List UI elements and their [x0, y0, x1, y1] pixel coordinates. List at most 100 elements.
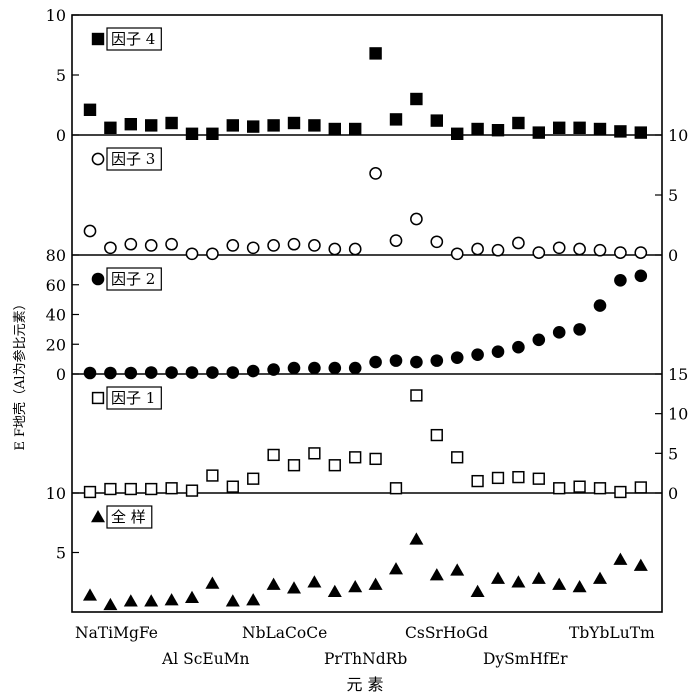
category-label-row: PrThNdRb — [324, 650, 407, 668]
data-point — [531, 571, 546, 584]
data-point — [124, 366, 138, 380]
data-point — [307, 575, 322, 588]
data-point — [247, 472, 260, 485]
data-point — [145, 119, 158, 132]
legend-label: 因子 3 — [111, 150, 155, 168]
y-tick-label: 80 — [46, 246, 66, 265]
data-point — [389, 562, 403, 575]
plot-frame — [71, 14, 663, 613]
data-point — [512, 470, 525, 484]
data-point — [553, 121, 566, 134]
data-point — [91, 391, 105, 405]
data-point — [593, 571, 607, 584]
data-point — [634, 269, 648, 283]
data-point — [389, 113, 403, 126]
data-point — [247, 120, 260, 133]
data-point — [206, 247, 219, 261]
data-point — [532, 333, 546, 347]
y-tick-label: 5 — [668, 186, 678, 205]
y-tick-label: 10 — [46, 484, 66, 503]
data-point — [83, 485, 97, 499]
data-point — [450, 563, 465, 576]
legend-label: 因子 1 — [111, 389, 155, 407]
data-point — [572, 580, 587, 593]
data-point — [287, 459, 301, 472]
data-point — [226, 239, 240, 252]
x-axis-label: 元 素 — [346, 675, 383, 694]
data-point — [185, 366, 199, 379]
data-point — [512, 340, 525, 354]
data-point — [267, 119, 280, 132]
data-point — [266, 577, 281, 590]
data-point — [308, 239, 321, 252]
data-point — [430, 114, 443, 127]
data-point — [348, 361, 362, 375]
y-tick-label: 10 — [668, 126, 688, 145]
data-point — [104, 366, 117, 380]
data-point — [83, 366, 97, 380]
data-point — [634, 126, 647, 139]
data-point — [144, 594, 159, 607]
data-point — [430, 354, 444, 367]
data-point — [287, 116, 301, 130]
y-tick-label: 10 — [46, 6, 66, 25]
data-point — [450, 247, 464, 261]
y-tick-label: 0 — [56, 126, 66, 145]
data-point — [104, 482, 117, 496]
legend-label: 全 样 — [111, 508, 146, 526]
y-tick-label: 15 — [668, 365, 688, 384]
data-point — [267, 239, 280, 252]
data-point — [491, 124, 505, 137]
data-point — [471, 348, 484, 361]
data-point — [104, 121, 117, 134]
data-point — [83, 588, 97, 601]
category-label-row: NbLaCoCe — [242, 624, 327, 642]
data-point — [552, 577, 567, 590]
data-point — [369, 452, 382, 466]
data-point — [613, 552, 628, 565]
data-point — [532, 246, 546, 259]
panel-factor-2: 0 5 10 因子 3 — [83, 126, 688, 265]
data-point — [633, 558, 648, 571]
data-point — [83, 224, 97, 238]
data-point — [532, 126, 545, 139]
data-point — [205, 576, 220, 589]
data-point — [91, 152, 105, 166]
data-point — [593, 122, 607, 136]
panel-factor-3: 0 20 40 60 80 因子 2 — [46, 246, 648, 384]
data-point — [349, 122, 362, 136]
data-point — [246, 364, 260, 378]
data-point — [165, 116, 178, 130]
data-point — [552, 241, 566, 255]
data-point — [327, 584, 342, 598]
data-point — [91, 272, 105, 286]
data-point — [451, 127, 464, 140]
data-point — [206, 127, 219, 140]
data-point — [124, 118, 137, 131]
y-tick-label: 0 — [668, 246, 678, 265]
data-point — [634, 246, 648, 259]
category-label-row: CsSrHoGd — [405, 624, 488, 642]
legend-box — [106, 386, 162, 410]
data-point — [103, 597, 118, 611]
data-point — [104, 241, 117, 255]
legend-label: 因子 2 — [111, 270, 155, 288]
y-tick-label: 5 — [668, 444, 678, 463]
data-point — [226, 480, 239, 493]
data-point — [471, 122, 484, 136]
data-point — [614, 273, 627, 287]
data-point — [267, 448, 280, 462]
data-point — [410, 212, 423, 226]
data-point — [470, 584, 485, 598]
data-point — [185, 247, 199, 261]
data-point — [144, 239, 158, 252]
legend-box — [106, 147, 162, 171]
data-point — [512, 236, 525, 250]
data-point — [450, 351, 464, 364]
y-tick-label: 5 — [56, 544, 66, 563]
y-tick-label: 0 — [668, 484, 678, 503]
data-point — [185, 590, 199, 603]
data-point — [349, 451, 362, 464]
data-point — [491, 471, 505, 485]
data-point — [451, 451, 464, 464]
